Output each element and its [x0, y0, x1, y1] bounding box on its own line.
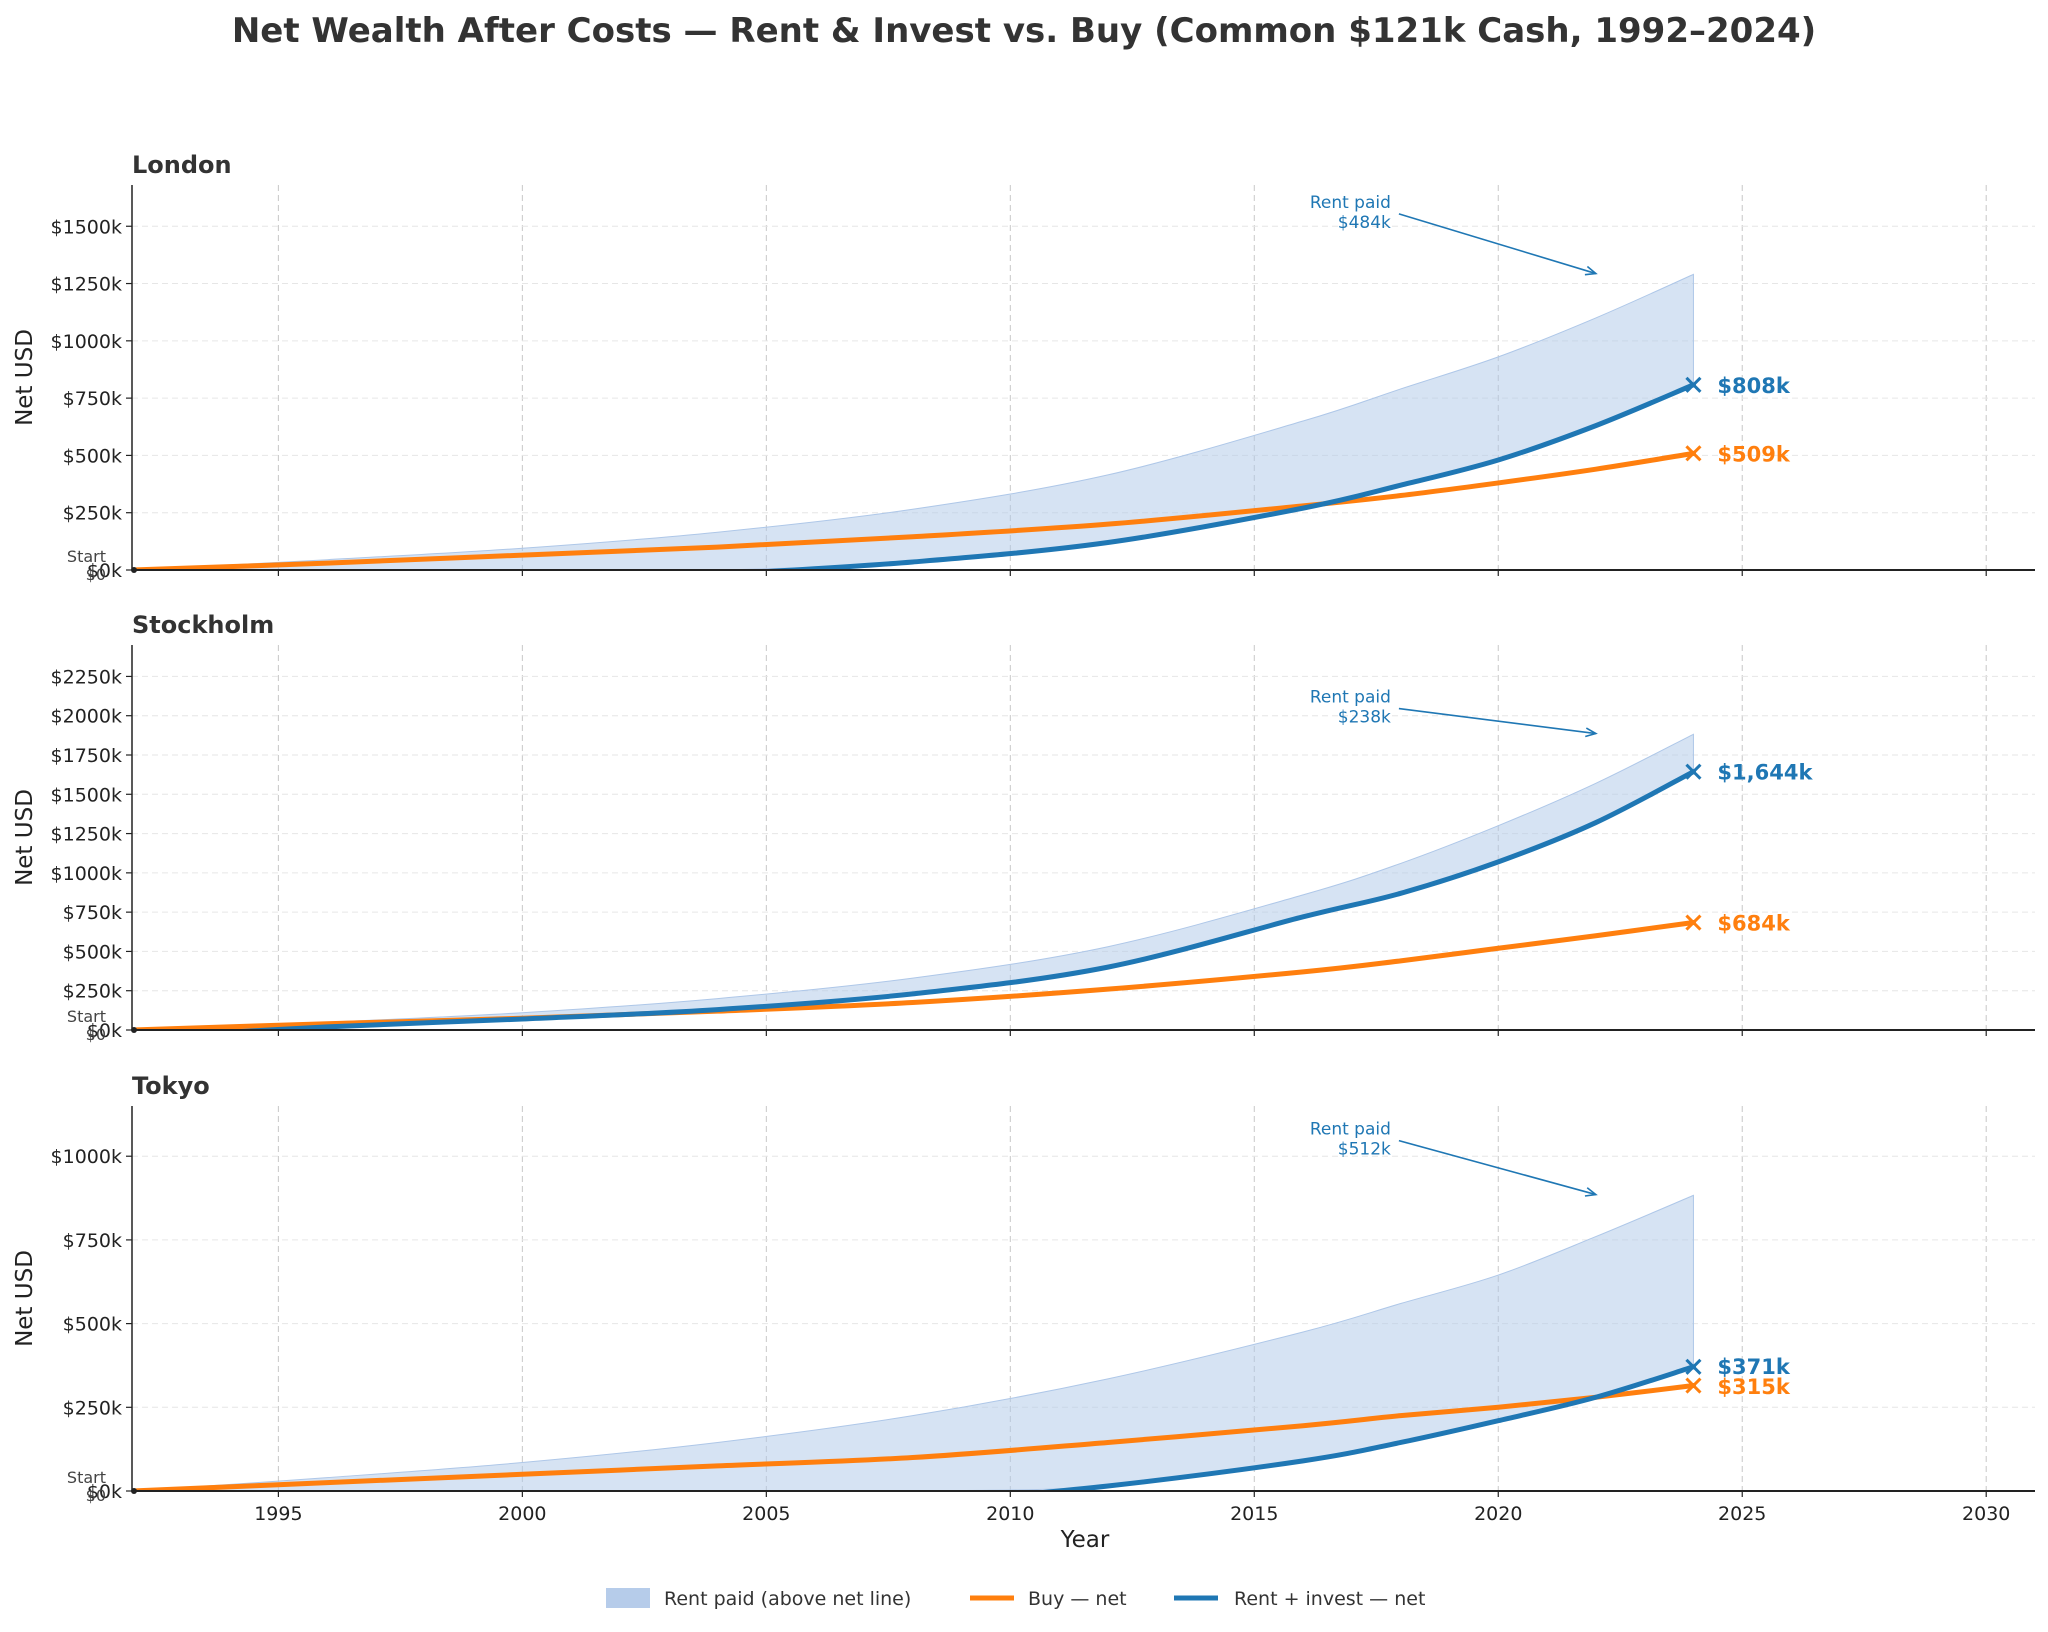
- y-tick-label: $0k: [87, 1020, 122, 1042]
- y-tick-label: $250k: [63, 503, 122, 525]
- buy-end-label: $509k: [1717, 442, 1790, 466]
- buy-net-line: [132, 450, 1696, 570]
- start-point: [131, 1488, 137, 1494]
- annotation-arrow: [1398, 1139, 1597, 1196]
- buy-end-label: $684k: [1717, 912, 1790, 936]
- annotation-arrowhead: [1585, 727, 1598, 738]
- rent-invest-end-label: $1,644k: [1717, 761, 1813, 785]
- start-label-line1: Start: [67, 1007, 106, 1026]
- panel-london: London $509k $808k Rent paid$484k $0k $250k $5…: [12, 151, 2035, 584]
- rent-invest-end-marker: [1685, 376, 1702, 393]
- rent-paid-area: [132, 273, 1694, 570]
- panel-title-stockholm: Stockholm: [132, 611, 274, 639]
- y-tick-label: $1500k: [51, 784, 122, 806]
- y-axis-label: Net USD: [12, 1250, 38, 1347]
- panel-title-tokyo: Tokyo: [132, 1072, 210, 1100]
- panel-tokyo: Tokyo $315k$371k Rent paid$512k $0k $250k $50…: [12, 1072, 2035, 1525]
- annotation-arrowhead: [1584, 1187, 1598, 1197]
- y-tick-label: $500k: [63, 445, 122, 467]
- rent-invest-net-line: [751, 382, 1696, 570]
- legend-label-rent-paid: Rent paid (above net line): [664, 1588, 911, 1610]
- y-tick-label: $2250k: [51, 666, 122, 688]
- annotation-line2: $238k: [1338, 708, 1391, 728]
- y-tick-label: $250k: [63, 981, 122, 1003]
- x-axis-label: Year: [1060, 1527, 1110, 1553]
- panel-title-london: London: [132, 151, 232, 179]
- y-tick-label: $500k: [63, 941, 122, 963]
- y-tick-label: $1000k: [51, 863, 122, 885]
- rent-invest-end-marker: [1685, 1358, 1702, 1375]
- y-tick-label: $1250k: [51, 824, 122, 846]
- rent-invest-net-line: [1032, 1364, 1696, 1491]
- marker-stroke: [1685, 445, 1702, 462]
- annotation-arrow: [1398, 213, 1597, 275]
- rent-invest-end-label: $371k: [1717, 1355, 1790, 1379]
- annotation-line1: Rent paid: [1310, 193, 1391, 213]
- legend-swatch-rent-paid: [606, 1588, 650, 1608]
- annotation-line2: $512k: [1338, 1140, 1391, 1160]
- x-tick-label: 2000: [498, 1503, 546, 1525]
- y-tick-label: $0k: [87, 560, 122, 582]
- x-tick-label: 2025: [1718, 1503, 1766, 1525]
- chart-title: Net Wealth After Costs — Rent & Invest v…: [232, 11, 1816, 51]
- y-tick-label: $1250k: [51, 274, 122, 296]
- start-point: [131, 1027, 137, 1033]
- rent-invest-end-marker: [1685, 763, 1702, 780]
- y-axis-label: Net USD: [12, 789, 38, 886]
- y-tick-label: $0k: [87, 1481, 122, 1503]
- annotation-line2: $484k: [1338, 213, 1391, 233]
- marker-stroke: [1685, 914, 1702, 931]
- y-tick-label: $1000k: [51, 331, 122, 353]
- buy-end-marker: [1685, 1377, 1702, 1394]
- annotation-line1: Rent paid: [1310, 688, 1391, 708]
- start-label-line2: $0: [86, 1486, 106, 1505]
- y-axis-label: Net USD: [12, 329, 38, 426]
- start-label-line1: Start: [67, 1468, 106, 1487]
- x-tick-label: 2030: [1962, 1503, 2010, 1525]
- y-tick-label: $1500k: [51, 216, 122, 238]
- y-tick-label: $750k: [63, 1230, 122, 1252]
- annotation-line1: Rent paid: [1310, 1120, 1391, 1140]
- x-tick-label: 1995: [254, 1503, 302, 1525]
- rent-invest-net-line: [223, 769, 1696, 1030]
- annotation-arrow: [1398, 707, 1596, 735]
- marker-stroke: [1685, 376, 1702, 393]
- marker-stroke: [1685, 1377, 1702, 1394]
- start-point: [131, 567, 137, 573]
- buy-end-label: $315k: [1717, 1375, 1790, 1399]
- start-label-line2: $0: [86, 1025, 106, 1044]
- y-tick-label: $250k: [63, 1397, 122, 1419]
- y-tick-label: $1000k: [51, 1146, 122, 1168]
- x-tick-label: 2015: [1230, 1503, 1278, 1525]
- panel-stockholm: Stockholm $684k $1,644k Rent paid$238k $0k $2…: [12, 611, 2035, 1044]
- y-tick-label: $500k: [63, 1314, 122, 1336]
- chart-legend: Rent paid (above net line) Buy — net Rent …: [606, 1588, 1425, 1610]
- rent-paid-area: [132, 733, 1694, 1030]
- y-tick-label: $750k: [63, 902, 122, 924]
- rent-paid-area: [132, 1194, 1694, 1491]
- y-tick-label: $2000k: [51, 706, 122, 728]
- buy-end-marker: [1685, 445, 1702, 462]
- buy-end-marker: [1685, 914, 1702, 931]
- start-label-line1: Start: [67, 547, 106, 566]
- x-tick-label: 2010: [986, 1503, 1034, 1525]
- legend-label-buy: Buy — net: [1028, 1588, 1127, 1610]
- buy-net-line: [132, 920, 1696, 1030]
- y-tick-label: $1750k: [51, 745, 122, 767]
- legend-label-rent-invest: Rent + invest — net: [1234, 1588, 1425, 1610]
- start-label-line2: $0: [86, 565, 106, 584]
- x-tick-label: 2020: [1474, 1503, 1522, 1525]
- y-tick-label: $750k: [63, 388, 122, 410]
- rent-invest-end-label: $808k: [1717, 374, 1790, 398]
- marker-stroke: [1685, 1358, 1702, 1375]
- x-tick-label: 2005: [742, 1503, 790, 1525]
- buy-net-line: [132, 1383, 1696, 1491]
- marker-stroke: [1685, 763, 1702, 780]
- annotation-arrowhead: [1584, 265, 1598, 276]
